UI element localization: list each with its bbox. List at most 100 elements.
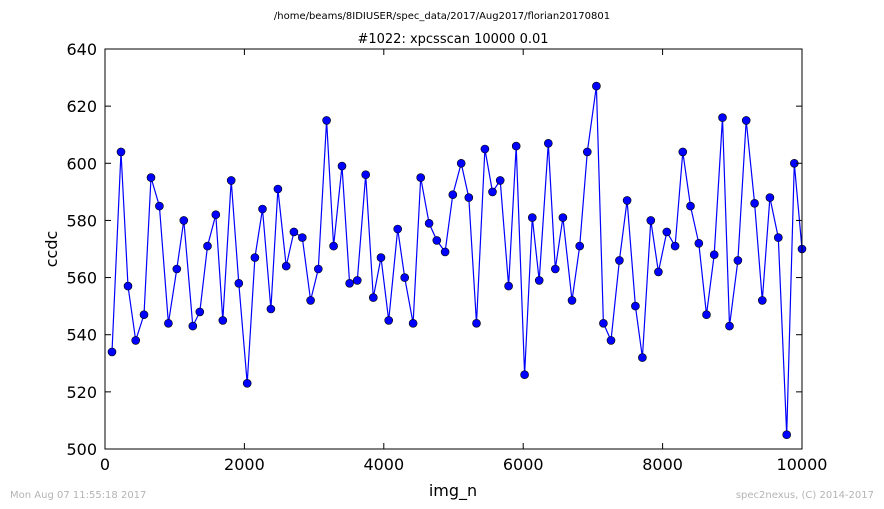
- data-point: [520, 370, 529, 380]
- data-point: [702, 310, 711, 320]
- x-tick-label: 8000: [642, 455, 683, 474]
- data-point: [757, 296, 767, 305]
- data-point: [242, 378, 252, 388]
- data-point: [733, 256, 743, 265]
- data-point: [179, 216, 189, 225]
- y-tick-label: 600: [66, 154, 97, 173]
- data-point: [273, 184, 283, 194]
- data-point: [654, 267, 663, 277]
- footer-credit: spec2nexus, (C) 2014-2017: [736, 490, 874, 501]
- footer-timestamp: Mon Aug 07 11:55:18 2017: [10, 490, 146, 501]
- data-point: [488, 187, 497, 197]
- data-point: [432, 236, 442, 245]
- x-tick-label: 0: [100, 455, 110, 474]
- data-point: [361, 170, 371, 179]
- data-point: [195, 307, 205, 317]
- x-ticks: 0 2000 4000 6000 8000 10000: [100, 49, 828, 474]
- data-point: [211, 210, 221, 219]
- series-line: [111, 86, 803, 435]
- y-tick-label: 620: [66, 97, 97, 116]
- data-point: [599, 318, 608, 328]
- data-point: [107, 347, 117, 357]
- data-point: [765, 193, 775, 202]
- data-point: [631, 301, 640, 311]
- data-point: [306, 296, 315, 305]
- data-point: [384, 316, 394, 325]
- data-point: [188, 321, 198, 331]
- data-point: [575, 241, 585, 251]
- data-point: [741, 116, 751, 125]
- data-point: [694, 239, 704, 248]
- data-point: [592, 81, 601, 91]
- y-tick-label: 560: [66, 269, 97, 288]
- data-point: [258, 204, 267, 214]
- data-point: [131, 336, 140, 345]
- data-point: [203, 241, 212, 251]
- y-ticks: 500 520 540 560 580 600 620 640: [66, 40, 802, 459]
- y-axis-label: ccdc: [42, 231, 61, 268]
- y-tick-label: 540: [66, 326, 97, 345]
- x-tick-label: 2000: [224, 455, 265, 474]
- y-tick-label: 520: [66, 383, 97, 402]
- data-point: [345, 278, 354, 288]
- data-point: [567, 296, 577, 305]
- x-tick-label: 6000: [503, 455, 544, 474]
- data-point: [172, 264, 182, 274]
- data-point: [622, 196, 632, 205]
- data-point: [164, 318, 173, 328]
- chart-suptitle: /home/beams/8IDIUSER/spec_data/2017/Aug2…: [274, 11, 610, 22]
- data-point: [678, 147, 688, 157]
- data-point: [646, 216, 656, 225]
- data-point: [550, 264, 560, 274]
- data-point: [504, 281, 513, 291]
- data-point: [408, 318, 418, 328]
- data-point: [297, 233, 307, 242]
- data-point: [638, 353, 647, 362]
- data-point: [527, 213, 537, 222]
- data-point: [511, 141, 521, 151]
- data-point: [234, 278, 244, 288]
- data-point: [322, 116, 331, 125]
- data-point: [782, 430, 792, 440]
- data-point: [606, 336, 616, 345]
- data-point: [424, 219, 434, 228]
- data-point: [289, 227, 299, 237]
- data-point: [718, 113, 727, 122]
- plot-frame: [104, 48, 803, 450]
- data-point: [448, 190, 458, 199]
- chart-title: #1022: xpcsscan 10000 0.01: [357, 32, 548, 47]
- plot-marks: [107, 81, 807, 440]
- data-point: [558, 213, 568, 222]
- y-tick-label: 580: [66, 211, 97, 230]
- data-point: [218, 316, 228, 325]
- data-point: [281, 261, 291, 271]
- data-point: [329, 241, 338, 251]
- data-point: [670, 241, 680, 251]
- data-point: [615, 256, 624, 265]
- y-tick-label: 640: [66, 40, 97, 59]
- data-point: [352, 276, 362, 285]
- data-point: [266, 304, 276, 314]
- data-point: [543, 139, 553, 148]
- data-point: [582, 147, 592, 157]
- data-point: [464, 193, 474, 202]
- data-point: [226, 176, 236, 185]
- x-tick-label: 10000: [777, 455, 828, 474]
- y-tick-label: 500: [66, 440, 97, 459]
- data-point: [686, 201, 695, 211]
- data-point: [400, 273, 410, 282]
- x-axis-label: img_n: [429, 481, 477, 501]
- data-point: [750, 199, 759, 208]
- data-point: [146, 173, 156, 182]
- data-point: [250, 253, 260, 262]
- data-point: [725, 321, 734, 331]
- data-point: [534, 276, 544, 285]
- data-point: [376, 253, 386, 262]
- data-point: [495, 176, 505, 185]
- data-point: [773, 233, 783, 242]
- data-point: [440, 247, 450, 257]
- data-point: [123, 281, 133, 291]
- data-point: [709, 250, 719, 259]
- data-point: [456, 159, 466, 168]
